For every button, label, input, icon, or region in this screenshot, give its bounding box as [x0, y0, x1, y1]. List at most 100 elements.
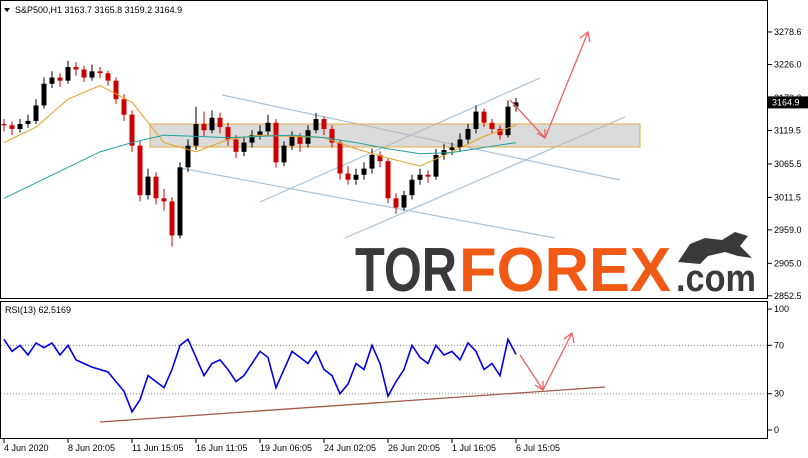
watermark: TOR FOREX .com [355, 232, 756, 305]
y-tick-label: 3278.6 [774, 27, 802, 37]
candle-body [369, 154, 375, 169]
arrow [542, 332, 573, 391]
candle-body [201, 123, 207, 131]
rsi-panel [0, 301, 768, 439]
candle-body [9, 125, 15, 129]
x-tick-label: 26 Jun 20:05 [388, 443, 440, 453]
candle-body [345, 173, 351, 180]
candle-body [449, 147, 455, 150]
candle-body [89, 71, 95, 78]
rsi-trendline [99, 386, 606, 423]
arrow-head [579, 30, 591, 43]
candle-body [289, 136, 295, 146]
moving-average [3, 85, 517, 167]
y-tick-label: 2959.0 [774, 225, 802, 235]
candle-body [497, 128, 503, 136]
candle-body [49, 77, 55, 84]
candle-body [265, 122, 271, 132]
candle-body [297, 136, 303, 144]
main-panel [0, 0, 768, 299]
arrow [509, 99, 546, 139]
candle-body [65, 67, 71, 81]
candle-body [393, 198, 399, 208]
candle-body [409, 179, 415, 196]
last-price-tag [768, 96, 808, 109]
candle-body [337, 142, 343, 174]
menu-icon [4, 8, 10, 12]
candle-body [209, 117, 215, 131]
candle-body [137, 145, 143, 196]
plot [1, 60, 767, 414]
y-tick-label: 3119.5 [774, 125, 801, 135]
candle-body [41, 83, 47, 106]
candle-body [481, 111, 487, 123]
watermark-text: TOR [355, 236, 457, 305]
candle-body [465, 128, 471, 140]
candle-body [505, 106, 511, 136]
candle-body [473, 111, 479, 129]
candle-body [153, 176, 159, 199]
candle-body [121, 99, 127, 115]
candle-body [313, 119, 319, 131]
candle-body [513, 102, 519, 107]
candle-body [33, 105, 39, 121]
watermark-text: FOREX [459, 236, 671, 305]
arrow [544, 31, 589, 139]
y-tick-label: 3065.5 [774, 159, 802, 169]
x-tick-label: 1 Jul 16:05 [452, 443, 496, 453]
candle-body [233, 139, 239, 152]
candle-body [129, 114, 135, 146]
candle-body [353, 174, 359, 180]
rsi-line [3, 336, 517, 414]
candle-body [145, 176, 151, 196]
y-tick-label: 2905.0 [774, 258, 802, 268]
candle-body [281, 145, 287, 163]
candle-body [57, 77, 63, 81]
y-tick-label: 70 [774, 340, 784, 350]
y-tick-label: 3226.0 [774, 60, 802, 70]
watermark-text: .com [676, 258, 756, 300]
candle-body [113, 80, 119, 100]
logo-bull [678, 232, 752, 264]
chart-title: S&P500,H1 3163.7 3165.8 3159.2 3164.9 [15, 5, 182, 15]
candle-body [257, 131, 263, 136]
y-tick-label: 30 [774, 389, 784, 399]
candle-body [401, 195, 407, 208]
y-tick-label: 100 [774, 304, 789, 314]
x-tick-label: 8 Jun 20:05 [68, 443, 115, 453]
candle-body [17, 123, 23, 129]
candle-body [241, 142, 247, 152]
y-tick-label: 3011.5 [774, 192, 801, 202]
candle-body [377, 154, 383, 162]
candle-body [217, 117, 223, 128]
candle-body [273, 122, 279, 163]
candle-body [73, 67, 79, 70]
candle-body [81, 69, 87, 78]
x-tick-label: 4 Jun 2020 [4, 443, 49, 453]
support-zone [149, 123, 641, 148]
x-tick-label: 16 Jun 11:05 [196, 443, 247, 453]
candle-body [193, 123, 199, 146]
candle-body [457, 139, 463, 148]
x-tick-label: 24 Jun 02:05 [324, 443, 376, 453]
candle-body [177, 167, 183, 236]
candle-body [249, 135, 255, 143]
arrow [519, 354, 544, 391]
y-tick-label: 2852.5 [774, 291, 802, 301]
rsi-title: RSI(13) 62.5169 [5, 305, 71, 315]
candle-body [105, 73, 111, 81]
candle-body [169, 201, 175, 236]
y-tick-label: 0 [774, 425, 779, 435]
candle-body [425, 174, 431, 177]
candle-body [1, 123, 7, 126]
candle-body [489, 122, 495, 129]
x-tick-label: 11 Jun 15:05 [132, 443, 183, 453]
candle-body [385, 161, 391, 199]
candle-body [185, 145, 191, 168]
channel-line [179, 167, 556, 239]
candle-body [225, 127, 231, 140]
x-tick-label: 19 Jun 06:05 [260, 443, 312, 453]
candle-body [433, 154, 439, 177]
arrow-head [563, 331, 575, 344]
